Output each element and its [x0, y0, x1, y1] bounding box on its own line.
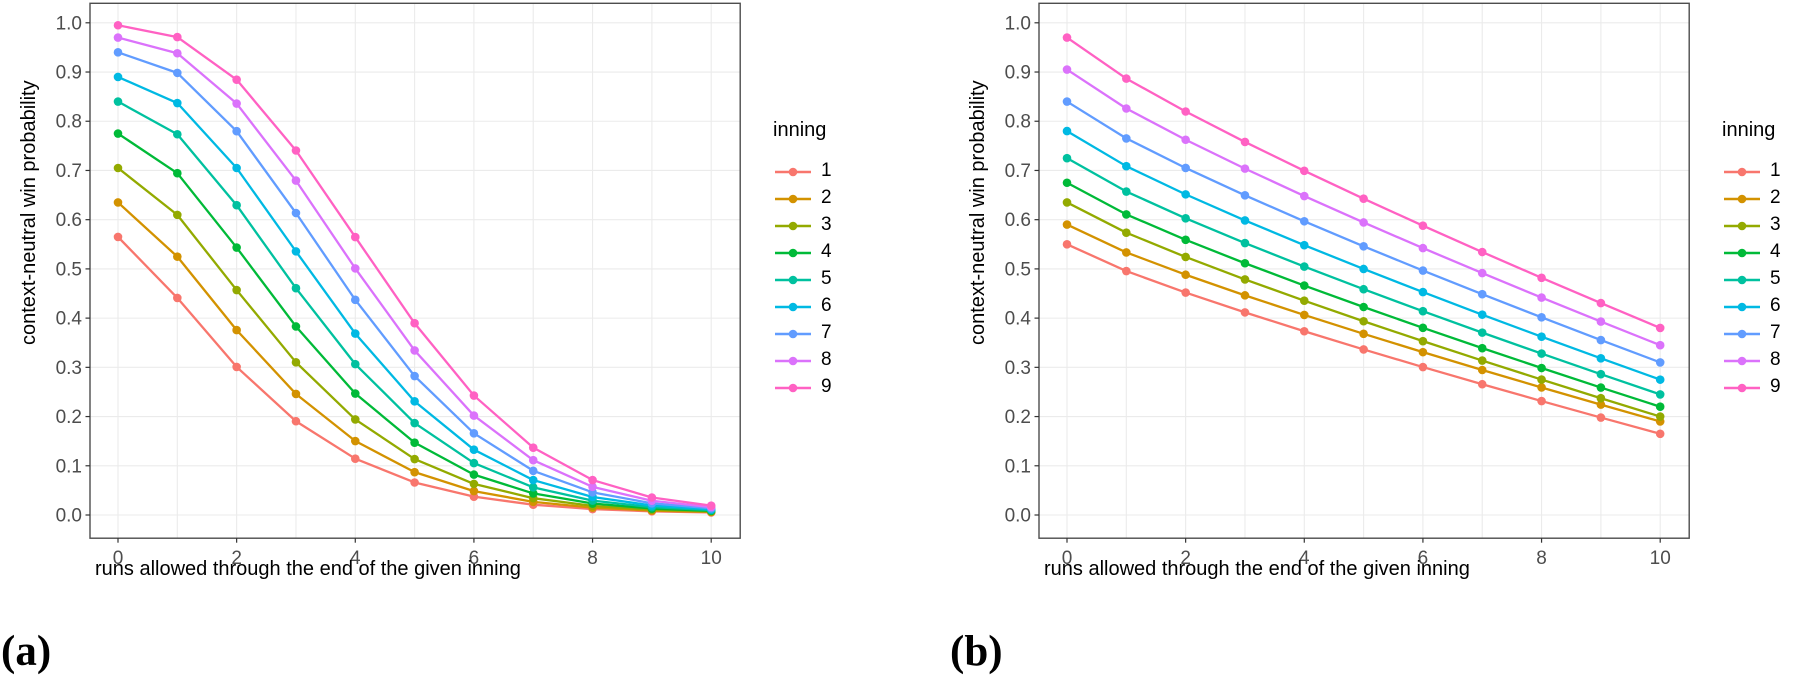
- svg-text:0.9: 0.9: [1005, 63, 1031, 84]
- svg-text:0.6: 0.6: [56, 210, 82, 231]
- svg-text:1.0: 1.0: [1005, 13, 1031, 34]
- svg-text:0.7: 0.7: [1005, 161, 1031, 182]
- svg-text:0.4: 0.4: [56, 309, 83, 330]
- svg-text:0.3: 0.3: [1005, 358, 1031, 379]
- svg-text:0.1: 0.1: [56, 456, 82, 477]
- svg-text:0.2: 0.2: [56, 407, 82, 428]
- svg-text:0.4: 0.4: [1005, 309, 1032, 330]
- svg-text:0.7: 0.7: [56, 161, 82, 182]
- svg-text:0.8: 0.8: [1005, 112, 1031, 133]
- svg-text:0.2: 0.2: [1005, 407, 1031, 428]
- svg-text:8: 8: [587, 548, 598, 569]
- svg-text:0.5: 0.5: [56, 259, 82, 280]
- svg-text:0.1: 0.1: [1005, 456, 1031, 477]
- svg-text:0.8: 0.8: [56, 112, 82, 133]
- svg-text:0.9: 0.9: [56, 63, 82, 84]
- svg-text:0.6: 0.6: [1005, 210, 1031, 231]
- svg-text:10: 10: [1650, 548, 1671, 569]
- svg-text:0.0: 0.0: [56, 506, 82, 527]
- svg-text:0.3: 0.3: [56, 358, 82, 379]
- svg-text:0.5: 0.5: [1005, 259, 1031, 280]
- svg-text:10: 10: [701, 548, 722, 569]
- svg-text:0.0: 0.0: [1005, 506, 1031, 527]
- svg-text:1.0: 1.0: [56, 13, 82, 34]
- svg-text:8: 8: [1536, 548, 1547, 569]
